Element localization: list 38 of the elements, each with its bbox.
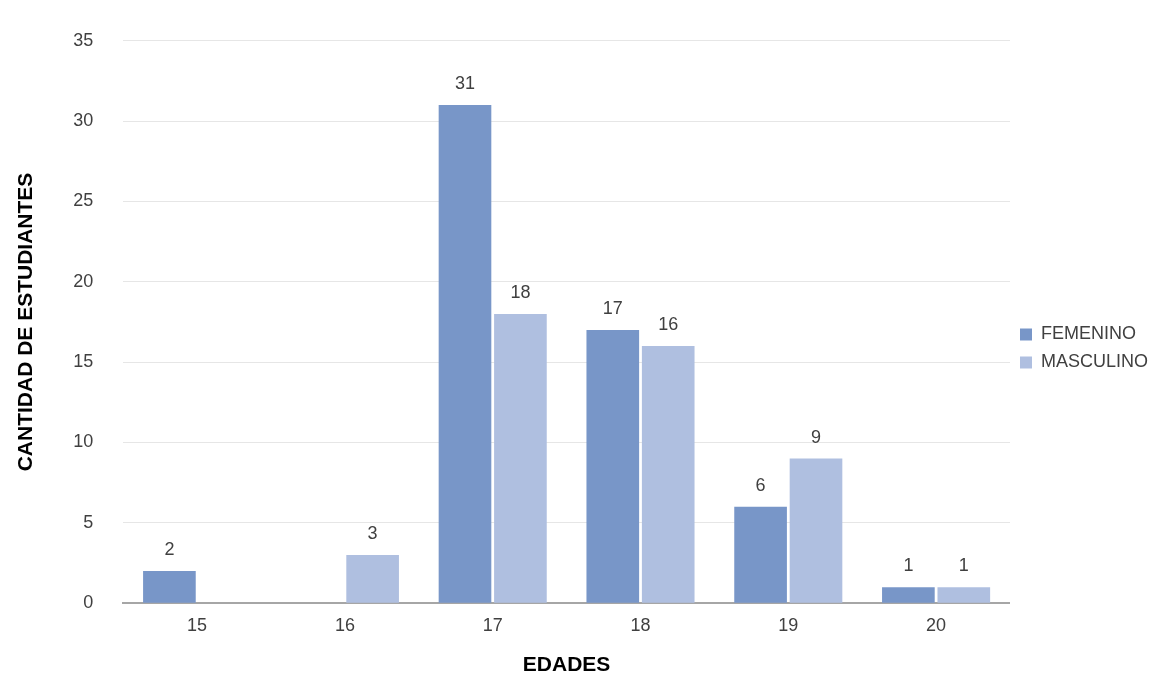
- data-label: 2: [164, 539, 175, 560]
- bar: [789, 458, 843, 603]
- y-tick-label: 35: [73, 29, 94, 50]
- x-tick-label: 15: [187, 614, 208, 635]
- legend-label: FEMENINO: [1040, 323, 1136, 344]
- data-label: 9: [811, 426, 822, 447]
- x-tick-label: 18: [630, 614, 651, 635]
- bar: [586, 330, 640, 603]
- y-tick-label: 10: [73, 431, 94, 452]
- x-tick-label: 20: [926, 614, 947, 635]
- data-label: 3: [367, 522, 378, 543]
- bar: [494, 313, 547, 603]
- bar: [641, 346, 695, 603]
- data-label: 31: [454, 73, 476, 94]
- data-label: 16: [658, 314, 679, 335]
- legend-label: MASCULINO: [1040, 351, 1148, 372]
- bar: [346, 554, 399, 603]
- x-axis-title: EDADES: [522, 652, 611, 676]
- bar: [438, 105, 492, 603]
- y-axis-title: CANTIDAD DE ESTUDIANTES: [13, 172, 37, 472]
- y-tick-label: 20: [73, 270, 94, 291]
- x-tick-label: 16: [334, 614, 355, 635]
- y-tick-label: 25: [73, 190, 94, 211]
- data-label: 6: [755, 474, 766, 495]
- y-tick-label: 0: [83, 592, 94, 613]
- bar: [882, 587, 935, 603]
- y-tick-label: 30: [73, 110, 94, 131]
- data-label: 1: [958, 555, 969, 576]
- bar: [937, 587, 991, 603]
- bar: [143, 571, 196, 603]
- y-tick-label: 5: [83, 511, 94, 532]
- data-label: 18: [510, 281, 531, 302]
- data-label: 17: [602, 298, 623, 318]
- bar: [734, 506, 787, 603]
- x-tick-label: 19: [778, 614, 799, 635]
- data-label: 1: [903, 555, 914, 576]
- y-tick-label: 15: [73, 351, 94, 372]
- x-tick-label: 17: [482, 614, 503, 635]
